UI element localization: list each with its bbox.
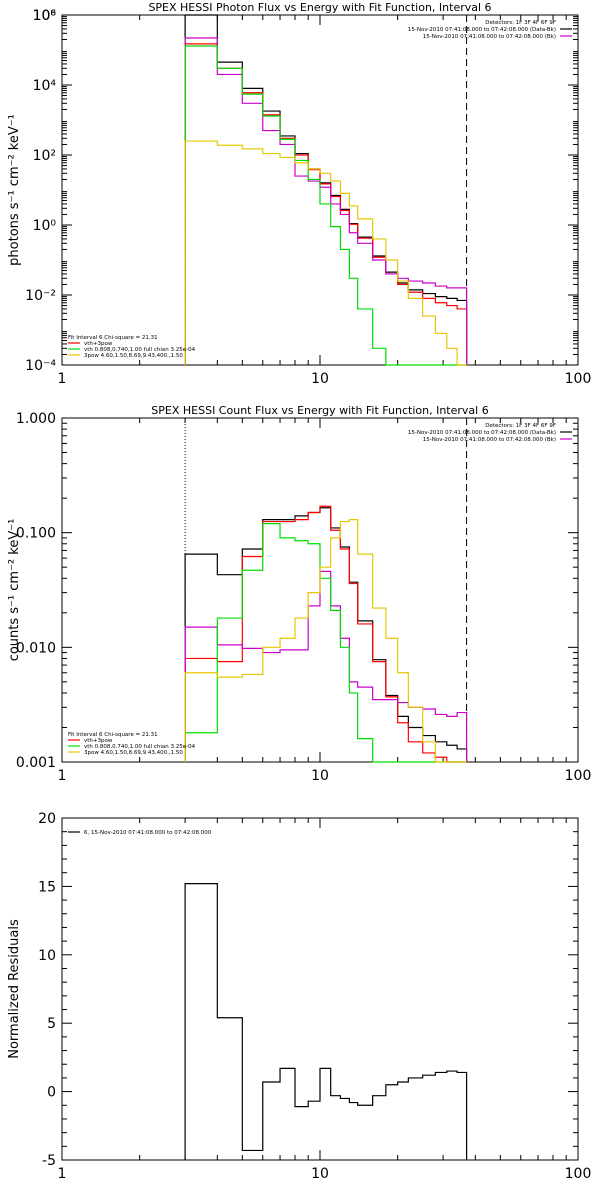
y-tick-label: 10⁻²	[25, 288, 56, 304]
legend-left-entry: 3pow 4.60,1.50,8.69,9.43,400.,1.50	[84, 353, 183, 359]
y-tick-label: 0.100	[16, 526, 56, 542]
series-5-line	[184, 519, 467, 763]
legend-left-entry: 3pow 4.60,1.50,8.69,9.43,400.,1.50	[84, 750, 183, 756]
y-axis-label: photons s⁻¹ cm⁻² keV⁻¹	[7, 114, 22, 266]
x-tick-label: 10	[311, 371, 329, 387]
legend-left-entry: vth+3pow	[84, 341, 113, 347]
legend-right-entry: Detectors: 1F 3F 4F 6F 9F	[485, 423, 556, 429]
x-tick-label: 10	[311, 768, 329, 784]
x-tick-label: 100	[565, 768, 592, 784]
y-tick-label: 0.001	[16, 755, 56, 771]
legend-left-entry: vth 0.808,0.740,1.00 full chian 3.25e-04	[84, 744, 196, 750]
chart-panel-1: SPEX HESSI Photon Flux vs Energy with Fi…	[7, 1, 591, 387]
y-tick-label: 0	[47, 1085, 56, 1101]
y-tick-label: -5	[42, 1153, 56, 1169]
y-tick-label: 10⁻⁴	[25, 358, 56, 374]
y-tick-label: 10⁸	[33, 8, 57, 24]
x-tick-label: 10	[311, 1166, 329, 1182]
chart-title: SPEX HESSI Count Flux vs Energy with Fit…	[151, 404, 488, 417]
series-4-line	[184, 45, 467, 366]
y-tick-label: 20	[38, 811, 56, 827]
series-1-line	[184, 14, 468, 365]
legend-right-entry: Detectors: 1F 3F 4F 6F 9F	[485, 20, 556, 26]
legend-right-entry: 15-Nov-2010 07:41:08.000 to 07:42:08.000…	[423, 437, 556, 443]
y-tick-label: 10⁰	[33, 218, 57, 234]
series-2-line	[184, 505, 467, 763]
y-tick-label: 5	[47, 1016, 56, 1032]
legend-left-entry: Fit Interval 6 Chi-square = 21.31	[68, 732, 158, 738]
series-1-line	[184, 507, 468, 762]
legend-right-entry: 15-Nov-2010 07:41:08.000 to 07:42:08.000…	[408, 27, 556, 33]
series-3-line	[184, 570, 468, 762]
legend-left-entry: Fit Interval 6 Chi-square = 21.31	[68, 335, 158, 341]
x-tick-label: 1	[58, 371, 67, 387]
legend-right-entry: 15-Nov-2010 07:41:08.000 to 07:42:08.000…	[423, 34, 556, 40]
series-3-line	[184, 37, 468, 365]
chart-panel-2: SPEX HESSI Count Flux vs Energy with Fit…	[7, 404, 591, 784]
legend-left-entry: vth+3pow	[84, 738, 113, 744]
series-5-line	[184, 140, 467, 366]
plot-frame	[61, 817, 579, 1161]
y-tick-label: 1.000	[16, 411, 56, 427]
chart-title: SPEX HESSI Photon Flux vs Energy with Fi…	[148, 1, 491, 14]
series-1-line	[184, 883, 468, 1160]
y-axis-label: counts s⁻¹ cm⁻² keV⁻¹	[7, 519, 22, 662]
y-tick-label: 10⁴	[33, 78, 57, 94]
x-tick-label: 100	[565, 1166, 592, 1182]
legend-right-entry: 15-Nov-2010 07:41:08.000 to 07:42:08.000…	[408, 430, 556, 436]
y-tick-label: 10⁶	[33, 8, 57, 24]
y-tick-label: 10	[38, 948, 56, 964]
chart-panel-3: 1 10 100 -5 0 5 10 15 20 Normalized Residuals 6, 1…	[7, 811, 591, 1182]
legend-left-entry: 6, 15-Nov-2010 07:41:08.000 to 07:42:08.…	[84, 830, 212, 836]
y-tick-label: 15	[38, 879, 56, 895]
y-tick-label: 0.010	[16, 640, 56, 656]
series-4-line	[184, 522, 467, 763]
y-axis-label: Normalized Residuals	[7, 919, 22, 1059]
y-tick-label: 10²	[33, 148, 56, 164]
legend-left-entry: vth 0.808,0.740,1.00 full chian 3.25e-04	[84, 347, 196, 353]
x-tick-label: 100	[565, 371, 592, 387]
x-tick-label: 1	[58, 768, 67, 784]
x-tick-label: 1	[58, 1166, 67, 1182]
